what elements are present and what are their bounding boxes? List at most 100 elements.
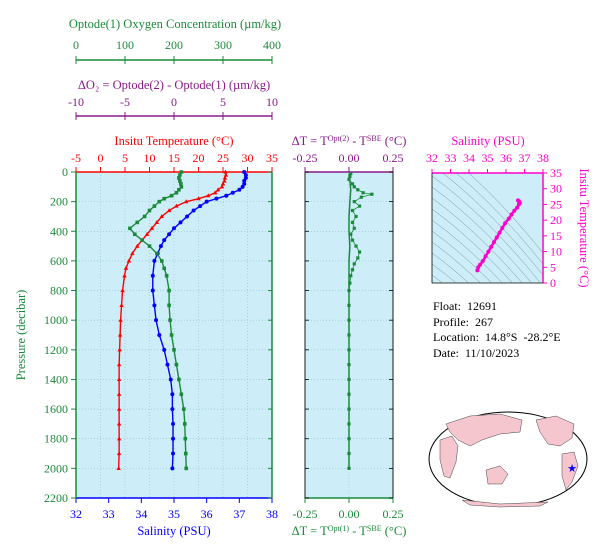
delta-t-bottom-title: ΔT = TOpt(1) - TSBE (°C): [292, 524, 407, 539]
delta-t-point-opt2: [356, 256, 360, 260]
temperature-point: [119, 302, 124, 307]
temperature-point: [154, 219, 160, 224]
delta-t-point-opt2: [348, 281, 352, 285]
ts-temperature-tick-label: 10: [550, 245, 562, 259]
delta-t-tick-label: 0.25: [383, 151, 404, 165]
salinity-axis-title: Salinity (PSU): [137, 524, 210, 538]
salinity-point: [204, 199, 209, 204]
ts-temperature-tick-label: 15: [550, 229, 562, 243]
ts-density-contour: [432, 186, 532, 283]
salinity-point: [178, 220, 183, 225]
ts-salinity-tick-label: 37: [519, 151, 531, 165]
ts-density-contour: [432, 263, 457, 283]
info-profile: Profile: 267: [433, 314, 493, 329]
delta-o2-tick-label: 10: [266, 95, 278, 109]
delta-t-tick-label: 0.00: [339, 151, 360, 165]
delta-t-point-opt2: [352, 262, 356, 266]
temperature-tick-label: 15: [168, 151, 180, 165]
salinity-point: [158, 244, 163, 249]
ts-density-contour: [468, 173, 543, 254]
temperature-point: [212, 190, 218, 195]
ts-point: [512, 208, 517, 213]
temperature-point: [117, 347, 122, 352]
temperature-point: [222, 178, 227, 183]
salinity-point: [154, 318, 159, 323]
salinity-point: [162, 347, 167, 352]
oxygen-tick-label: 300: [214, 38, 232, 52]
oxygen-point: [182, 422, 187, 426]
oxygen-point: [159, 259, 164, 263]
oxygen-point: [162, 196, 166, 201]
oxygen-axis-title: Optode(1) Oxygen Concentration (µm/kg): [69, 17, 281, 31]
oxygen-point: [167, 303, 171, 308]
temperature-point: [116, 451, 122, 456]
salinity-point: [198, 204, 203, 209]
ts-point: [503, 221, 508, 226]
salinity-point: [150, 273, 155, 278]
salinity-point: [162, 238, 167, 243]
temperature-ticks: -5 0 5 10 15 20 25 30 35: [71, 151, 278, 172]
oxygen-point: [178, 173, 182, 177]
oxygen-point: [169, 333, 174, 337]
oxygen-tick-label: 400: [263, 38, 281, 52]
delta-o2-tick-label: -5: [120, 95, 130, 109]
salinity-point: [242, 181, 247, 186]
pressure-tick-label: 800: [50, 284, 68, 298]
pressure-tick-label: 1800: [44, 432, 68, 446]
temperature-point: [116, 421, 122, 426]
salinity-tick-label: 32: [70, 507, 82, 521]
oxygen-point: [164, 273, 169, 278]
ts-salinity-tick-label: 34: [463, 151, 475, 165]
temperature-point: [223, 172, 229, 177]
ts-point: [515, 205, 520, 210]
ts-temperature-tick-label: 25: [550, 197, 562, 211]
delta-t-point-opt2: [357, 204, 362, 208]
oxygen-point: [172, 348, 176, 352]
oxygen-point: [147, 208, 152, 213]
oxygen-point: [183, 451, 188, 456]
info-location: Location: 14.8°S -28.2°E: [433, 330, 561, 344]
oxygen-tick-label: 0: [73, 38, 79, 52]
oxygen-point: [177, 176, 181, 180]
ts-point: [480, 259, 485, 263]
delta-t-top-title: ΔT = TOpt(2) - TSBE (°C): [292, 134, 407, 149]
pressure-tick-label: 400: [50, 224, 68, 238]
temperature-point: [159, 214, 164, 219]
delta-o2-axis: ΔO₂ = Optode(2) - Optode(1) (µm/kg) -10 -…: [68, 78, 278, 120]
ts-temperature-tick-label: 30: [550, 182, 562, 196]
salinity-tick-label: 37: [233, 507, 245, 521]
delta-t-point-opt2: [354, 214, 358, 219]
oxygen-point: [179, 392, 184, 397]
ts-density-contour: [432, 197, 523, 283]
temperature-point: [223, 169, 228, 174]
profile-grid: [76, 172, 272, 498]
pressure-tick-label: 1600: [44, 402, 68, 416]
ts-salinity-title: Salinity (PSU): [451, 134, 524, 148]
ts-point: [506, 216, 511, 221]
oxygen-point: [167, 288, 171, 293]
delta-t-point-opt2: [350, 182, 355, 186]
temperature-tick-label: 0: [98, 151, 104, 165]
oxygen-point: [142, 214, 147, 219]
ts-temperature-tick-label: 35: [550, 166, 562, 180]
delta-t-point-opt2: [350, 220, 355, 224]
salinity-tick-label: 36: [201, 507, 213, 521]
temperature-point: [116, 406, 122, 411]
salinity-point: [224, 193, 229, 198]
temperature-point: [174, 203, 179, 208]
ts-temperature-tick-label: 5: [550, 260, 556, 274]
map-north-america: [535, 415, 575, 447]
ts-point: [497, 230, 502, 235]
salinity-point: [152, 258, 157, 263]
temperature-point: [215, 187, 221, 192]
ts-point: [500, 226, 505, 230]
temperature-point: [116, 436, 122, 441]
temperature-point: [126, 258, 132, 263]
oxygen-point: [179, 185, 184, 189]
salinity-point: [185, 214, 190, 219]
map-south-america: [561, 451, 579, 491]
pressure-tick-label: 600: [50, 254, 68, 268]
temperature-point: [116, 377, 122, 382]
temperature-point: [222, 175, 228, 180]
